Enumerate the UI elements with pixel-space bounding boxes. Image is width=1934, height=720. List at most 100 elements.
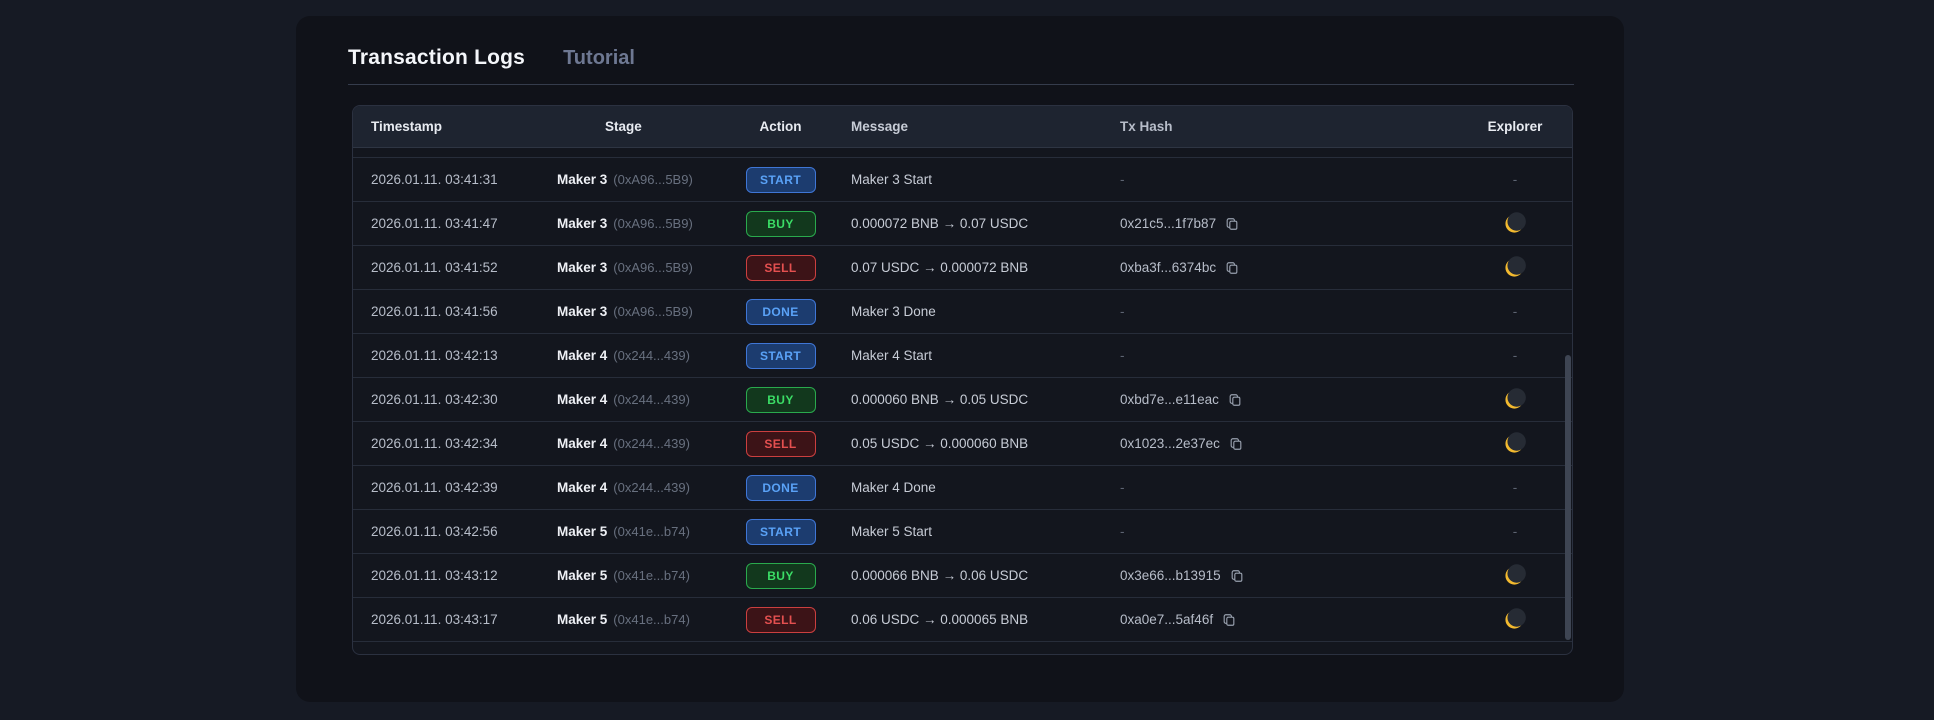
- stage-cell: Maker 3 (0xA96...5B9): [557, 246, 738, 289]
- timestamp-cell: 2026.01.11. 03:43:12: [371, 568, 498, 583]
- explorer-empty-dash: -: [1512, 480, 1518, 495]
- tx-hash-cell: 0x21c5...1f7b87: [1118, 202, 1458, 245]
- table-row: 2026.01.11. 03:42:56 Maker 5 (0x41e...b74)…: [353, 510, 1572, 554]
- message-cell: Maker 3 Done: [851, 304, 936, 319]
- action-badge-start: START: [745, 342, 816, 369]
- stage-name: Maker 4: [557, 480, 608, 495]
- action-badge-start: START: [745, 166, 816, 193]
- tab-transaction-logs[interactable]: Transaction Logs: [348, 46, 526, 69]
- explorer-cell: -: [1458, 290, 1572, 333]
- tx-hash-empty-dash: -: [1120, 480, 1125, 495]
- stage-name: Maker 3: [557, 172, 608, 187]
- copy-icon[interactable]: [1222, 613, 1236, 627]
- explorer-empty-dash: -: [1512, 524, 1518, 539]
- tx-hash-cell: -: [1118, 510, 1458, 553]
- timestamp-cell: 2026.01.11. 03:41:52: [371, 260, 498, 275]
- table-row: 2026.01.11. 03:41:47 Maker 3 (0xA96...5B9)…: [353, 202, 1572, 246]
- stage-address: (0x244...439): [613, 348, 690, 363]
- title-divider: [348, 84, 1574, 85]
- tx-hash-text: 0xba3f...6374bc: [1120, 260, 1217, 275]
- stage-name: Maker 4: [557, 436, 608, 451]
- timestamp-cell: 2026.01.11. 03:42:39: [371, 480, 498, 495]
- copy-icon[interactable]: [1225, 217, 1239, 231]
- action-badge-sell: SELL: [745, 606, 816, 633]
- tx-hash-cell: -: [1118, 334, 1458, 377]
- table-row: 2026.01.11. 03:43:12 Maker 5 (0x41e...b74)…: [353, 554, 1572, 598]
- explorer-link-icon[interactable]: [1504, 388, 1527, 411]
- action-badge-start: START: [745, 518, 816, 545]
- timestamp-cell: 2026.01.11. 03:43:17: [371, 612, 498, 627]
- table-row: 2026.01.11. 03:41:56 Maker 3 (0xA96...5B9)…: [353, 290, 1572, 334]
- stage-name: Maker 3: [557, 216, 608, 231]
- copy-icon[interactable]: [1229, 437, 1243, 451]
- action-cell: SELL: [738, 246, 823, 289]
- stage-cell: Maker 4 (0x244...439): [557, 422, 738, 465]
- action-badge-sell: SELL: [745, 430, 816, 457]
- explorer-cell: [1458, 598, 1572, 641]
- column-header-message: Message: [851, 119, 909, 134]
- tab-tutorial[interactable]: Tutorial: [563, 47, 635, 69]
- timestamp-cell: 2026.01.11. 03:42:30: [371, 392, 498, 407]
- message-cell: 0.000060 BNB → 0.05 USDC: [851, 392, 1029, 407]
- explorer-cell: [1458, 554, 1572, 597]
- explorer-link-icon[interactable]: [1504, 432, 1527, 455]
- scrollbar-thumb[interactable]: [1565, 355, 1571, 640]
- table-row: 2026.01.11. 03:41:52 Maker 3 (0xA96...5B9)…: [353, 246, 1572, 290]
- copy-icon[interactable]: [1230, 569, 1244, 583]
- stage-cell: Maker 4 (0x244...439): [557, 378, 738, 421]
- timestamp-cell: 2026.01.11. 03:41:47: [371, 216, 498, 231]
- table-body[interactable]: 2026.01.11. 03:41:31 Maker 3 (0xA96...5B9)…: [353, 148, 1572, 654]
- copy-icon[interactable]: [1228, 393, 1242, 407]
- explorer-cell: [1458, 202, 1572, 245]
- stage-address: (0x244...439): [613, 436, 690, 451]
- explorer-empty-dash: -: [1512, 172, 1518, 187]
- table-row: 2026.01.11. 03:41:31 Maker 3 (0xA96...5B9)…: [353, 158, 1572, 202]
- stage-address: (0xA96...5B9): [613, 304, 693, 319]
- explorer-empty-dash: -: [1512, 348, 1518, 363]
- tx-hash-empty-dash: -: [1120, 172, 1125, 187]
- stage-address: (0x244...439): [613, 480, 690, 495]
- copy-icon[interactable]: [1225, 261, 1239, 275]
- stage-address: (0xA96...5B9): [613, 260, 693, 275]
- tx-hash-text: 0x1023...2e37ec: [1120, 436, 1220, 451]
- explorer-empty-dash: -: [1512, 304, 1518, 319]
- message-cell: Maker 3 Start: [851, 172, 933, 187]
- explorer-cell: -: [1458, 158, 1572, 201]
- partial-row-top: [353, 148, 1572, 158]
- message-cell: 0.07 USDC → 0.000072 BNB: [851, 260, 1029, 275]
- action-cell: SELL: [738, 598, 823, 641]
- tx-hash-text: 0xbd7e...e11eac: [1120, 392, 1219, 407]
- explorer-link-icon[interactable]: [1504, 564, 1527, 587]
- message-cell: Maker 4 Start: [851, 348, 933, 363]
- action-cell: START: [738, 158, 823, 201]
- column-header-action: Action: [759, 119, 802, 134]
- column-header-explorer: Explorer: [1487, 119, 1543, 134]
- stage-address: (0xA96...5B9): [613, 172, 693, 187]
- stage-cell: Maker 4 (0x244...439): [557, 334, 738, 377]
- table-row: 2026.01.11. 03:42:30 Maker 4 (0x244...439)…: [353, 378, 1572, 422]
- titlebar: Transaction Logs Tutorial: [348, 46, 1572, 70]
- message-cell: Maker 5 Start: [851, 524, 933, 539]
- action-badge-buy: BUY: [745, 386, 816, 413]
- tx-hash-cell: -: [1118, 290, 1458, 333]
- table-row: 2026.01.11. 03:42:13 Maker 4 (0x244...439)…: [353, 334, 1572, 378]
- action-badge-buy: BUY: [745, 210, 816, 237]
- stage-cell: Maker 4 (0x244...439): [557, 466, 738, 509]
- tx-hash-text: 0x21c5...1f7b87: [1120, 216, 1217, 231]
- action-badge-sell: SELL: [745, 254, 816, 281]
- stage-name: Maker 3: [557, 260, 608, 275]
- timestamp-cell: 2026.01.11. 03:42:34: [371, 436, 498, 451]
- tx-hash-cell: -: [1118, 466, 1458, 509]
- stage-cell: Maker 5 (0x41e...b74): [557, 510, 738, 553]
- explorer-link-icon[interactable]: [1504, 212, 1527, 235]
- explorer-link-icon[interactable]: [1504, 256, 1527, 279]
- explorer-link-icon[interactable]: [1504, 608, 1527, 631]
- explorer-cell: [1458, 422, 1572, 465]
- stage-address: (0x41e...b74): [613, 568, 690, 583]
- stage-address: (0x41e...b74): [613, 612, 690, 627]
- action-cell: SELL: [738, 422, 823, 465]
- tx-hash-cell: 0xbd7e...e11eac: [1118, 378, 1458, 421]
- tx-hash-cell: 0xba3f...6374bc: [1118, 246, 1458, 289]
- message-cell: 0.000072 BNB → 0.07 USDC: [851, 216, 1029, 231]
